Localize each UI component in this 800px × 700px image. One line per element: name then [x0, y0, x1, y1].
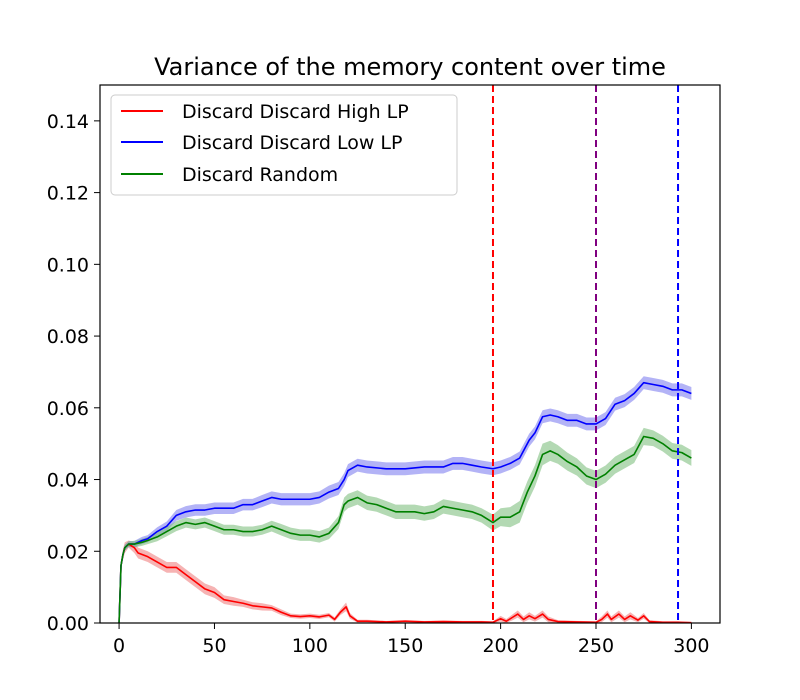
legend-box — [110, 94, 458, 196]
plot-area — [118, 85, 692, 624]
y-tick-label: 0.12 — [47, 183, 89, 205]
x-tick-label: 300 — [673, 635, 709, 657]
y-tick-label: 0.10 — [47, 254, 89, 276]
y-tick-label: 0.06 — [47, 398, 89, 420]
event-lines — [491, 85, 680, 623]
y-axis: 0.00 0.02 0.04 0.06 0.08 0.10 0.12 0.14 — [47, 111, 100, 635]
series-band-2 — [119, 427, 692, 623]
legend-item-high-lp: Discard Discard High LP — [121, 101, 409, 123]
y-tick-label: 0.14 — [47, 111, 89, 133]
axes-frame — [99, 84, 721, 624]
x-tick-label: 0 — [113, 635, 125, 657]
series-lines — [118, 381, 692, 624]
x-tick-label: 200 — [482, 635, 518, 657]
series-line-0 — [118, 543, 692, 624]
x-tick-label: 100 — [292, 635, 328, 657]
confidence-bands — [119, 376, 692, 623]
y-tick-label: 0.04 — [47, 470, 89, 492]
legend-item-low-lp: Discard Discard Low LP — [121, 132, 402, 154]
series-line-1 — [118, 381, 692, 624]
x-axis: 0 50 100 150 200 250 300 — [113, 623, 710, 657]
y-tick-label: 0.02 — [47, 541, 89, 563]
y-tick-label: 0.00 — [47, 613, 89, 635]
x-tick-label: 50 — [202, 635, 226, 657]
x-tick-label: 250 — [578, 635, 614, 657]
legend: Discard Discard High LP Discard Discard … — [110, 94, 458, 196]
legend-label-high-lp: Discard Discard High LP — [182, 101, 409, 123]
series-line-2 — [118, 435, 692, 624]
legend-label-random: Discard Random — [182, 164, 338, 186]
chart-title: Variance of the memory content over time — [154, 53, 666, 81]
x-tick-label: 150 — [387, 635, 423, 657]
legend-item-random: Discard Random — [121, 164, 338, 186]
legend-label-low-lp: Discard Discard Low LP — [182, 132, 402, 154]
y-tick-label: 0.08 — [47, 326, 89, 348]
